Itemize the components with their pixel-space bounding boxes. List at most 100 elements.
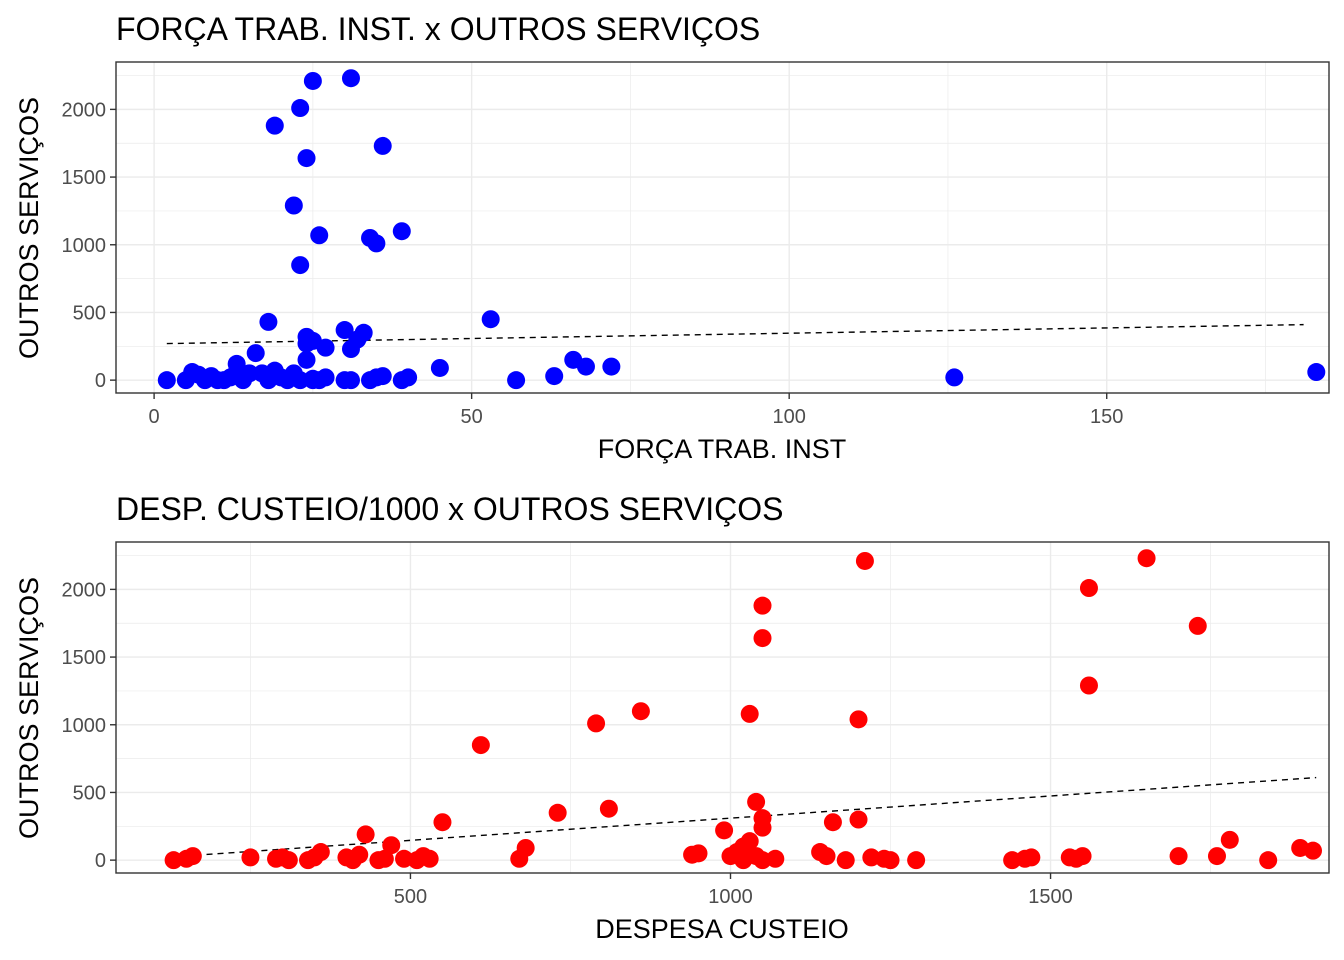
- chart-2-y-tick-label: 1500: [62, 647, 107, 669]
- chart-1-y-tick-label: 1500: [62, 167, 107, 189]
- chart-2-data-point: [1207, 847, 1226, 866]
- chart-1-data-point: [602, 357, 621, 376]
- chart-2-title: DESP. CUSTEIO/1000 x OUTROS SERVIÇOS: [116, 491, 783, 527]
- chart-2-data-point: [587, 714, 606, 733]
- chart-1-data-point: [399, 368, 418, 387]
- chart-2-data-point: [1259, 851, 1278, 870]
- chart-2-data-point: [753, 629, 772, 648]
- chart-2-data-point: [849, 710, 868, 729]
- chart-2-data-point: [350, 845, 369, 864]
- chart-1-x-tick-label: 150: [1090, 406, 1123, 428]
- chart-2-data-point: [689, 844, 708, 863]
- chart-2-data-point: [1079, 676, 1098, 695]
- chart-2-trend-line: [173, 776, 1317, 858]
- chart-2-data-point: [1137, 549, 1156, 568]
- chart-2-y-tick-label: 1000: [62, 715, 107, 737]
- chart-1-x-axis-label: FORÇA TRAB. INST: [598, 434, 847, 464]
- chart-2-data-point: [836, 851, 855, 870]
- chart-2-data-point: [471, 736, 490, 755]
- chart-2-plot-background: [116, 542, 1329, 873]
- chart-1-data-point: [291, 256, 310, 275]
- chart-1-data-point: [335, 321, 354, 340]
- chart-2-data-point: [715, 821, 734, 840]
- chart-1-data-point: [303, 371, 322, 390]
- chart-2-data-point: [823, 813, 842, 832]
- chart-2-data-point: [753, 596, 772, 615]
- chart-1-x-tick-label: 50: [461, 406, 483, 428]
- chart-1-data-point: [303, 71, 322, 90]
- chart-1-data-point: [227, 354, 246, 373]
- chart-2-trend-layer: [173, 776, 1317, 858]
- chart-2-data-point: [382, 836, 401, 855]
- chart-2-y-axis-label: OUTROS SERVIÇOS: [14, 577, 44, 839]
- chart-2-data-point: [881, 851, 900, 870]
- chart-1-data-point: [545, 367, 564, 386]
- chart-1-y-axis-label: OUTROS SERVIÇOS: [14, 97, 44, 359]
- chart-1-data-point: [945, 368, 964, 387]
- chart-1-data-point: [284, 196, 303, 215]
- chart-2-data-point: [817, 847, 836, 866]
- chart-2-data-point: [241, 848, 260, 867]
- chart-panel-2: DESP. CUSTEIO/1000 x OUTROS SERVIÇOS 0 50…: [14, 491, 1330, 944]
- chart-2-data-point: [753, 809, 772, 828]
- chart-1-data-point: [481, 310, 500, 329]
- chart-1-y-tick-label: 1000: [62, 235, 107, 257]
- chart-2-data-point: [433, 813, 452, 832]
- chart-1-data-point: [310, 226, 329, 245]
- chart-1-data-point: [246, 344, 265, 363]
- chart-2-data-point: [1073, 847, 1092, 866]
- chart-1-data-point: [354, 323, 373, 342]
- chart-1-data-point: [341, 371, 360, 390]
- chart-1-data-point: [291, 99, 310, 118]
- chart-1-data-point: [367, 234, 386, 253]
- chart-2-data-point: [279, 851, 298, 870]
- chart-1-x-axis-ticks: 0 50 100 150: [149, 393, 1123, 428]
- chart-2-data-point: [740, 704, 759, 723]
- chart-2-data-point: [420, 849, 439, 868]
- chart-1-plot-border: [115, 61, 1330, 394]
- chart-2-data-point: [740, 832, 759, 851]
- chart-2-data-point: [548, 803, 567, 822]
- chart-1-data-point: [1307, 363, 1326, 382]
- chart-1-data-point: [373, 136, 392, 155]
- chart-1-y-tick-label: 0: [95, 370, 106, 392]
- chart-2-data-point: [1303, 841, 1322, 860]
- chart-1-y-tick-label: 2000: [62, 99, 107, 121]
- chart-2-data-point: [311, 843, 330, 862]
- chart-1-title: FORÇA TRAB. INST. x OUTROS SERVIÇOS: [116, 11, 760, 47]
- chart-2-data-point: [1220, 830, 1239, 849]
- chart-2-data-point: [356, 825, 375, 844]
- chart-panel-1: FORÇA TRAB. INST. x OUTROS SERVIÇOS 0500…: [14, 11, 1330, 464]
- chart-2-data-point: [1169, 847, 1188, 866]
- chart-2-data-point: [375, 849, 394, 868]
- chart-2-x-axis-ticks: 500 1000 1500: [394, 873, 1073, 908]
- chart-1-y-axis-ticks: 0 500 1000 1500 2000: [62, 99, 116, 392]
- chart-2-plot-border: [115, 541, 1330, 874]
- chart-1-y-tick-label: 500: [73, 302, 106, 324]
- chart-2-data-point: [849, 810, 868, 829]
- chart-2-x-tick-label: 1500: [1028, 886, 1073, 908]
- chart-2-data-point: [183, 847, 202, 866]
- chart-2-data-point: [747, 792, 766, 811]
- chart-2-data-point: [631, 702, 650, 721]
- chart-1-data-point: [341, 69, 360, 88]
- chart-2-x-axis-label: DESPESA CUSTEIO: [595, 914, 849, 944]
- chart-2-data-point: [1188, 616, 1207, 635]
- chart-2-data-point: [766, 849, 785, 868]
- chart-1-data-point: [430, 358, 449, 377]
- chart-2-y-axis-ticks: 0 500 1000 1500 2000: [62, 579, 116, 872]
- chart-2-data-point: [1022, 848, 1041, 867]
- chart-1-data-point: [297, 334, 316, 353]
- chart-2-data-point: [516, 838, 535, 857]
- chart-1-data-point: [507, 371, 526, 390]
- chart-1-data-point: [297, 149, 316, 168]
- chart-1-data-point: [240, 364, 259, 383]
- chart-1-points: [157, 69, 1326, 390]
- chart-2-points: [164, 549, 1322, 870]
- chart-2-y-tick-label: 500: [73, 782, 106, 804]
- chart-1-x-tick-label: 0: [149, 406, 160, 428]
- chart-2-x-tick-label: 500: [394, 886, 427, 908]
- chart-2-data-point: [855, 551, 874, 570]
- chart-2-data-point: [1079, 579, 1098, 598]
